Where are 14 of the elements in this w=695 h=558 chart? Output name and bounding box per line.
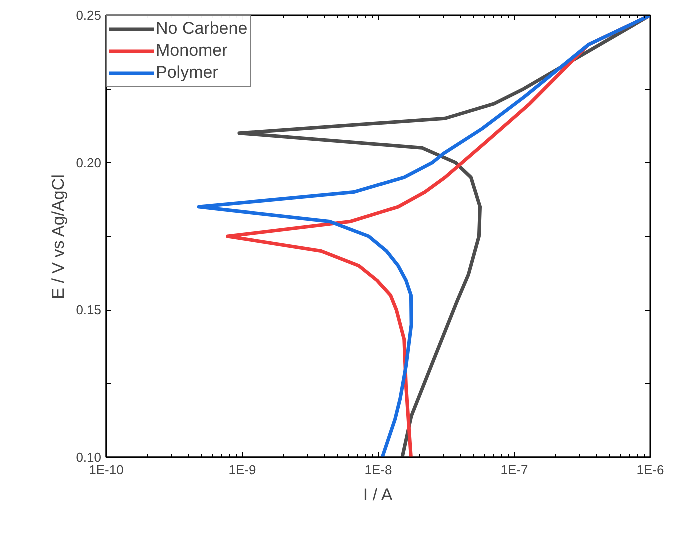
y-axis-title: E / V vs Ag/AgCl — [49, 174, 68, 300]
x-tick-label: 1E-9 — [228, 462, 256, 478]
y-tick-label: 0.10 — [76, 450, 102, 465]
legend-label: No Carbene — [156, 18, 248, 40]
legend-label: Monomer — [156, 40, 228, 62]
x-tick-label: 1E-7 — [500, 462, 528, 478]
x-tick-label: 1E-6 — [636, 462, 664, 478]
x-tick-label: 1E-8 — [364, 462, 392, 478]
y-tick-label: 0.25 — [76, 8, 102, 23]
legend-label: Polymer — [156, 62, 218, 84]
y-tick-label: 0.15 — [76, 302, 102, 318]
y-tick-label: 0.20 — [76, 155, 102, 170]
x-axis-title: I / A — [363, 486, 394, 504]
x-tick-label: 1E-10 — [89, 462, 124, 478]
